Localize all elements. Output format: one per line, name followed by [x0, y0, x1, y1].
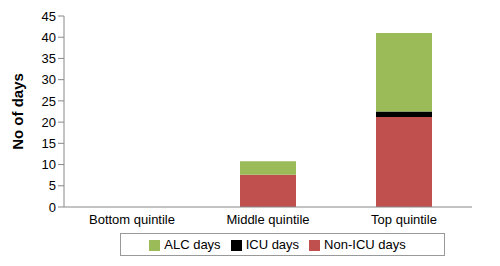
html-text:ALC days: ALC days	[164, 237, 221, 252]
svg-text:5: 5	[49, 178, 56, 193]
svg-text:10: 10	[42, 157, 56, 172]
svg-text:20: 20	[42, 115, 56, 130]
svg-text:40: 40	[42, 30, 56, 45]
html-text:ICU days: ICU days	[245, 237, 300, 252]
svg-text:15: 15	[42, 136, 56, 151]
svg-text:45: 45	[42, 9, 56, 24]
svg-text:Bottom quintile: Bottom quintile	[89, 212, 175, 227]
svg-text:0: 0	[49, 200, 56, 215]
svg-text:25: 25	[42, 94, 56, 109]
svg-text:No of days: No of days	[9, 73, 26, 150]
html-text:Non-ICU days: Non-ICU days	[324, 237, 406, 252]
svg-text:30: 30	[42, 72, 56, 87]
svg-text:Middle quintile: Middle quintile	[226, 212, 309, 227]
svg-text:35: 35	[42, 51, 56, 66]
svg-text:Top quintile: Top quintile	[371, 212, 437, 227]
